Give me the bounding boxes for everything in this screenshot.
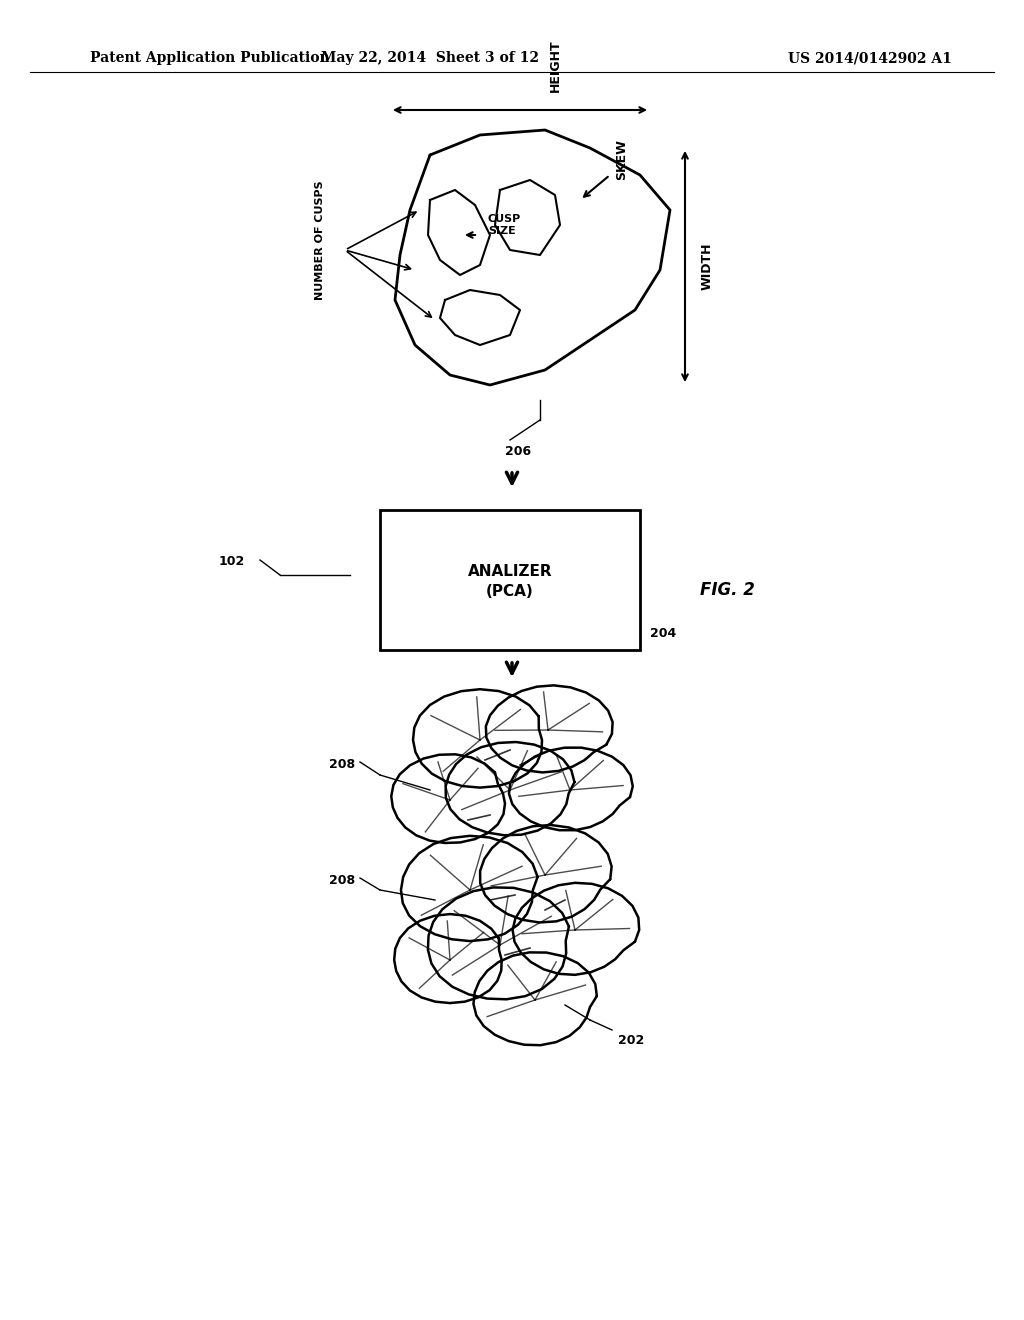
Bar (380, 510, 640, 649)
Text: 204: 204 (650, 627, 676, 640)
Text: 208: 208 (329, 758, 355, 771)
Text: 208: 208 (329, 874, 355, 887)
Text: 206: 206 (505, 445, 531, 458)
Text: HEIGHT: HEIGHT (549, 40, 561, 92)
Text: FIG. 2: FIG. 2 (700, 581, 755, 599)
Text: CUSP
SIZE: CUSP SIZE (488, 214, 521, 236)
Text: ANALIZER: ANALIZER (468, 565, 552, 579)
Text: US 2014/0142902 A1: US 2014/0142902 A1 (788, 51, 952, 65)
Text: WIDTH: WIDTH (701, 243, 714, 290)
Text: 202: 202 (618, 1034, 644, 1047)
Text: NUMBER OF CUSPS: NUMBER OF CUSPS (315, 181, 325, 300)
Text: 102: 102 (219, 554, 245, 568)
Text: SKEW: SKEW (615, 140, 628, 181)
Text: Patent Application Publication: Patent Application Publication (90, 51, 330, 65)
Text: (PCA): (PCA) (486, 585, 534, 599)
Text: May 22, 2014  Sheet 3 of 12: May 22, 2014 Sheet 3 of 12 (321, 51, 539, 65)
